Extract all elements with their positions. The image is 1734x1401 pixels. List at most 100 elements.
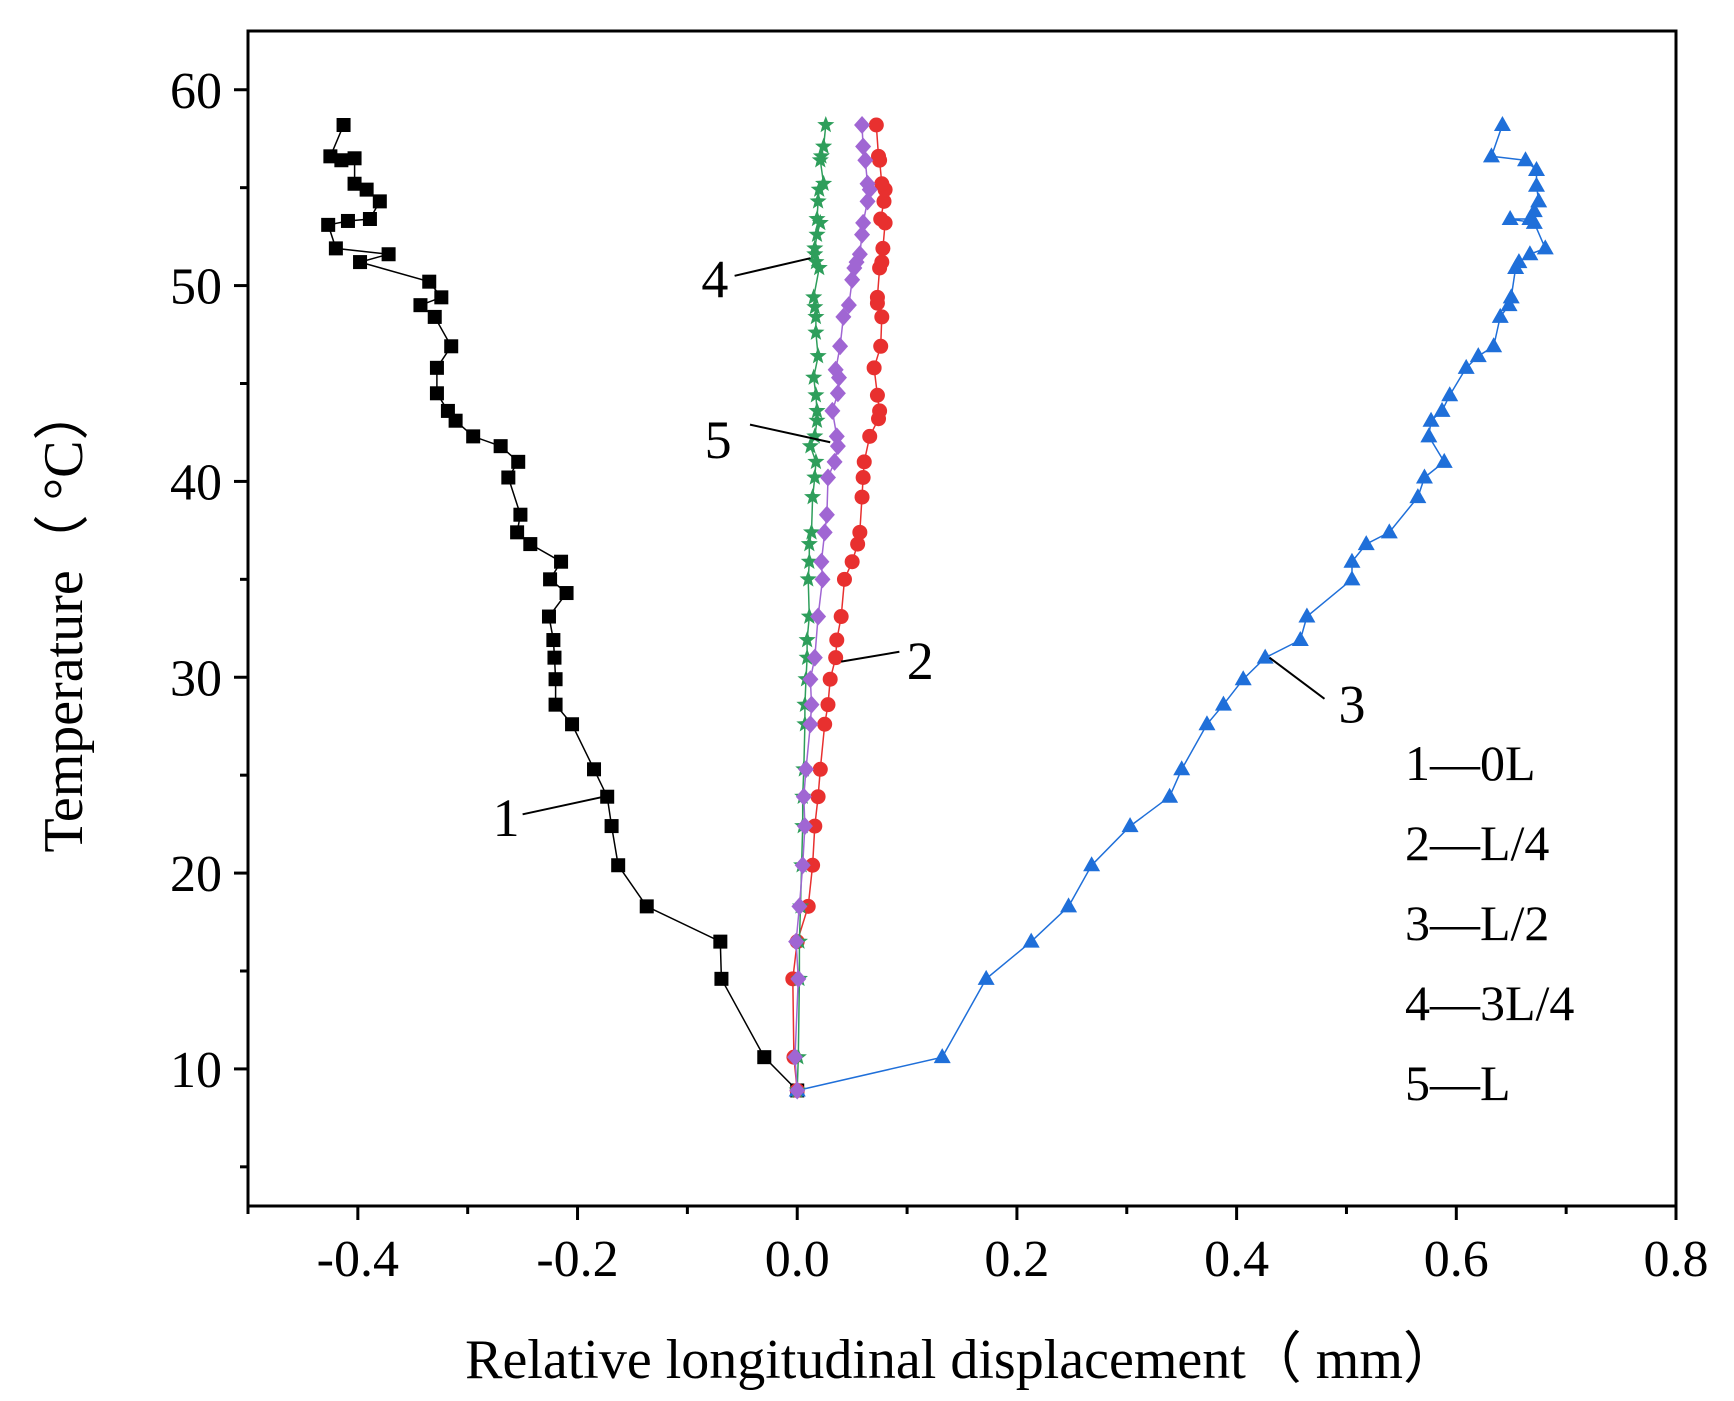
point-marker: [347, 176, 362, 191]
point-marker: [1536, 239, 1554, 255]
point-marker: [869, 289, 885, 305]
x-tick-label: 0.6: [1424, 1231, 1489, 1288]
point-marker: [1527, 161, 1545, 177]
point-marker: [840, 296, 857, 315]
point-marker: [1173, 760, 1191, 776]
point-marker: [334, 153, 349, 168]
y-tick-label: 40: [170, 454, 222, 511]
point-marker: [874, 309, 890, 325]
point-marker: [600, 789, 615, 804]
y-tick-label: 10: [170, 1042, 222, 1099]
point-marker: [799, 570, 817, 587]
point-marker: [787, 1048, 804, 1067]
point-marker: [868, 117, 884, 133]
point-marker: [810, 607, 827, 626]
point-marker: [788, 932, 805, 951]
point-marker: [1521, 245, 1539, 261]
annotation-leader-2: [841, 650, 900, 663]
point-marker: [829, 632, 845, 648]
point-marker: [559, 586, 574, 601]
annotation-label-5: 5: [705, 410, 732, 470]
point-marker: [757, 1050, 772, 1065]
point-marker: [1357, 535, 1375, 551]
point-marker: [814, 570, 831, 589]
x-tick-label: 0.8: [1644, 1231, 1709, 1288]
point-marker: [340, 213, 355, 228]
point-marker: [803, 695, 820, 714]
point-marker: [1422, 411, 1440, 427]
point-marker: [604, 819, 619, 834]
point-marker: [874, 254, 890, 270]
point-marker: [1198, 715, 1216, 731]
point-marker: [1527, 176, 1545, 192]
point-marker: [873, 338, 889, 354]
legend-entry-3: 3—L/2: [1405, 895, 1549, 951]
point-marker: [362, 212, 377, 226]
axis-layer: -0.4 -0.2 0.0 0.2 0.4 0.6 0.8 10 20 30 40 50 60: [170, 63, 1709, 1288]
point-marker: [587, 762, 602, 777]
point-marker: [1433, 401, 1451, 417]
point-marker: [806, 427, 824, 444]
point-marker: [1060, 897, 1078, 913]
point-marker: [820, 697, 836, 713]
point-marker: [855, 470, 871, 485]
point-marker: [548, 697, 563, 712]
point-marker: [807, 818, 823, 834]
point-marker: [1214, 695, 1232, 711]
point-marker: [807, 253, 825, 270]
point-marker: [1343, 570, 1361, 586]
point-marker: [381, 247, 396, 262]
point-marker: [809, 192, 827, 209]
series-layer: [321, 116, 1554, 1100]
point-marker: [808, 210, 826, 227]
point-marker: [808, 401, 826, 419]
point-marker: [854, 116, 871, 134]
point-marker: [554, 554, 569, 569]
point-marker: [323, 149, 338, 164]
point-marker: [1435, 452, 1453, 468]
series-1: [321, 118, 805, 1098]
point-marker: [713, 934, 728, 949]
point-marker: [800, 552, 818, 569]
point-marker: [1457, 358, 1475, 374]
legend-entry-5: 5—L: [1405, 1055, 1511, 1111]
point-marker: [806, 648, 823, 667]
point-marker: [1121, 817, 1139, 833]
legend-entry-1: 1—0L: [1405, 735, 1536, 791]
point-marker: [513, 507, 528, 522]
point-marker: [816, 523, 833, 542]
point-marker: [547, 650, 562, 665]
x-tick-label: 0.2: [984, 1231, 1049, 1288]
point-marker: [844, 270, 861, 289]
point-marker: [466, 429, 481, 444]
point-marker: [328, 241, 343, 256]
point-marker: [546, 633, 561, 648]
x-tick-label: -0.2: [536, 1231, 618, 1288]
point-marker: [807, 323, 825, 340]
point-marker: [832, 337, 849, 356]
annotation-layer: 1 2 3 4 5: [493, 249, 1366, 848]
point-marker: [336, 118, 351, 132]
series-3: [788, 116, 1554, 1097]
annotation-label-3: 3: [1338, 674, 1365, 734]
point-marker: [850, 536, 866, 552]
point-marker: [1517, 151, 1535, 167]
point-marker: [804, 488, 822, 505]
annotation-leader-1: [522, 795, 605, 816]
point-marker: [1298, 607, 1316, 623]
point-marker: [434, 290, 449, 305]
point-marker: [807, 307, 825, 325]
point-marker: [817, 116, 835, 133]
point-marker: [790, 969, 807, 988]
point-marker: [854, 225, 871, 244]
point-marker: [827, 360, 844, 379]
point-marker: [1161, 787, 1179, 803]
point-marker: [372, 194, 387, 209]
point-marker: [805, 368, 823, 385]
legend: 1—0L 2—L/4 3—L/2 4—3L/4 5—L: [1405, 735, 1574, 1111]
point-marker: [805, 857, 821, 873]
point-marker: [807, 452, 825, 470]
point-marker: [493, 439, 508, 454]
point-marker: [873, 211, 889, 227]
